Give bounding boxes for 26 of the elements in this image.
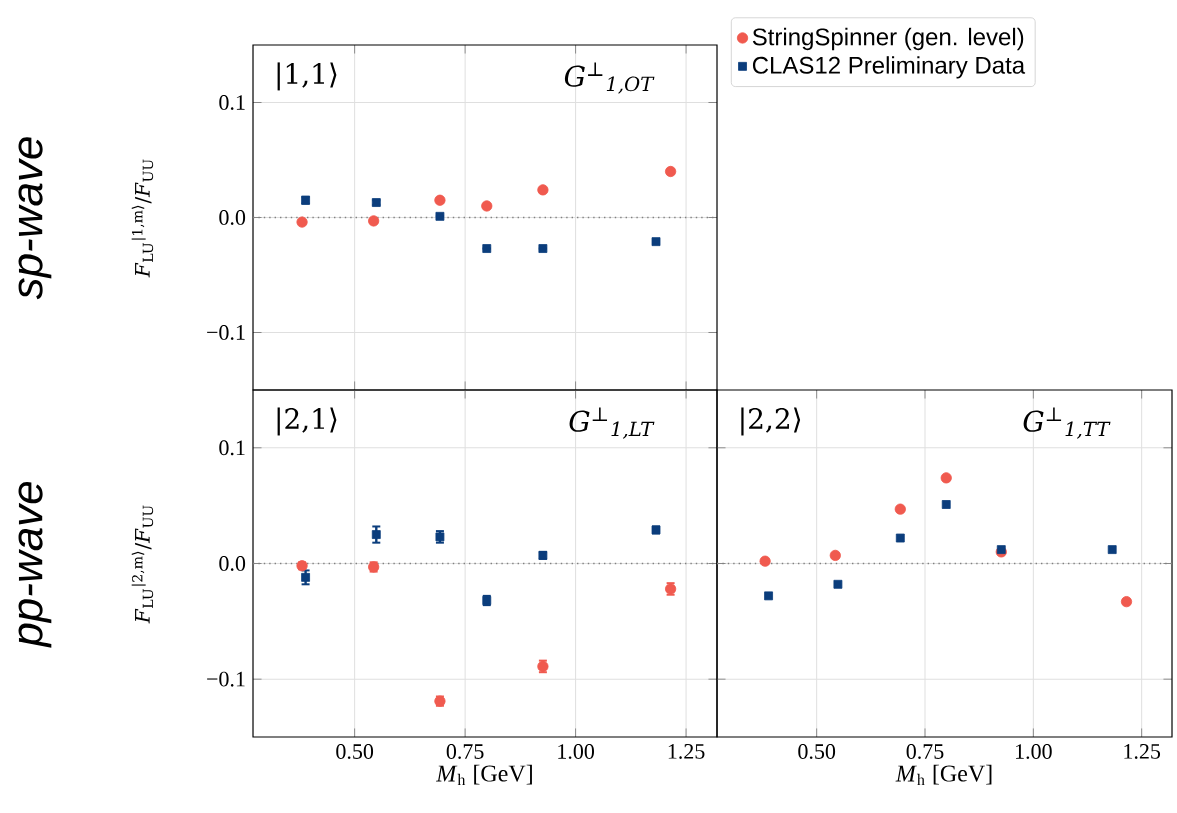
annotation: G$^{⊥}$1,LT bbox=[569, 407, 655, 439]
x-tick-label: 0.75 bbox=[906, 744, 944, 759]
legend-label: StringSpinner (gen. level) bbox=[752, 27, 1024, 51]
annotation: G$^{⊥}$1,OT bbox=[564, 62, 655, 94]
annotation: |1,1⟩ bbox=[277, 62, 337, 91]
annotation: |2,1⟩ bbox=[277, 407, 337, 436]
x-axis-title: M$_{h}$ [GeV] bbox=[895, 764, 992, 785]
y-tick-label: 0.1 bbox=[219, 440, 245, 456]
x-axis-title: M$_{h}$ [GeV] bbox=[436, 764, 532, 785]
legend-label: CLAS12 Preliminary Data bbox=[752, 56, 1026, 79]
annotation: |2,2⟩ bbox=[741, 407, 801, 436]
x-tick-label: 1.00 bbox=[558, 744, 595, 759]
x-tick-label: 0.50 bbox=[798, 744, 836, 759]
y-tick-label: −0.1 bbox=[207, 671, 245, 687]
text: pp-wave bbox=[18, 482, 52, 648]
x-tick-label: 0.50 bbox=[336, 744, 374, 759]
y-tick-label: 0.0 bbox=[219, 556, 246, 571]
y-tick-label: −0.1 bbox=[207, 325, 245, 340]
y-tick-label: 0.1 bbox=[219, 95, 245, 110]
x-tick-label: 1.25 bbox=[1124, 744, 1161, 759]
x-tick-label: 0.75 bbox=[446, 744, 484, 759]
y-tick-label: 0.0 bbox=[219, 210, 246, 225]
annotation: G$^{⊥}$1,TT bbox=[1023, 407, 1111, 439]
x-tick-label: 1.00 bbox=[1016, 744, 1052, 759]
text: sp-wave bbox=[18, 137, 52, 300]
x-tick-label: 1.25 bbox=[668, 744, 705, 759]
